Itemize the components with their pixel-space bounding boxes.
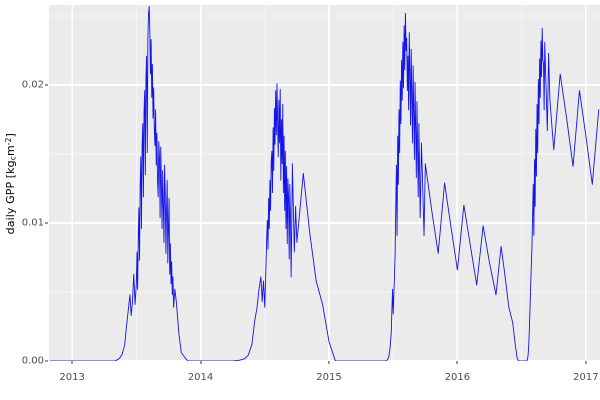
x-axis-tick-label: 2017 <box>573 372 599 383</box>
x-axis-tick-mark <box>456 361 458 364</box>
plot-svg <box>49 5 600 361</box>
y-axis-tick-mark <box>45 360 48 362</box>
y-axis-tick-mark <box>45 84 48 86</box>
plot-panel <box>49 5 600 361</box>
y-axis-tick-labels: 0.00 0.01 0.02 <box>16 0 44 400</box>
x-axis-tick-mark <box>585 361 587 364</box>
x-axis-tick-label: 2015 <box>316 372 342 383</box>
y-axis-tick-mark <box>45 222 48 224</box>
x-axis-tick-mark <box>200 361 202 364</box>
x-axis-tick-label: 2014 <box>187 372 214 383</box>
x-axis-tick-label: 2013 <box>59 372 85 383</box>
y-axis-tick-label: 0.02 <box>21 79 44 91</box>
x-axis-tick-label: 2016 <box>444 372 471 383</box>
y-axis-tick-label: 0.01 <box>21 217 44 229</box>
y-axis-tick-label: 0.00 <box>21 355 44 367</box>
x-axis-tick-mark <box>71 361 73 364</box>
data-series-line <box>49 5 600 361</box>
x-axis-tick-mark <box>328 361 330 364</box>
